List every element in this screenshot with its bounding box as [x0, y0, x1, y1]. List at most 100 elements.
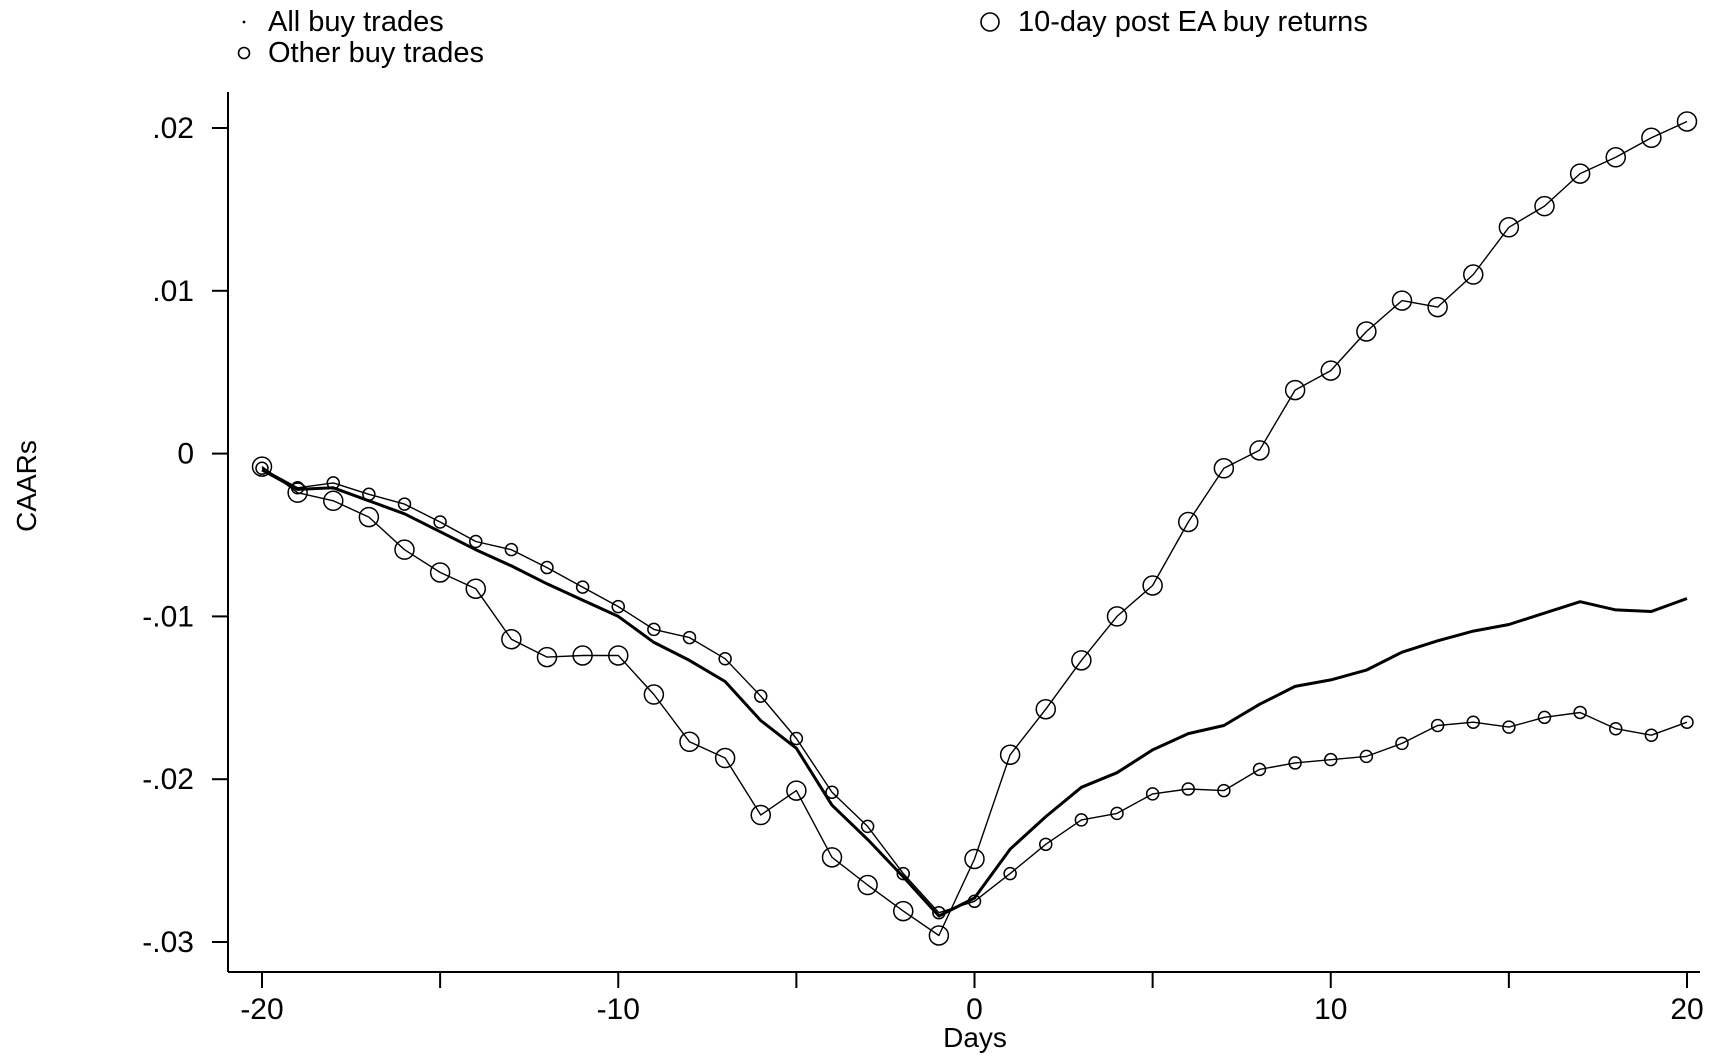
data-point	[1644, 728, 1659, 742]
data-point	[1181, 782, 1195, 796]
data-point	[999, 744, 1021, 766]
data-point	[251, 456, 273, 477]
data-point	[1039, 837, 1053, 852]
data-point	[932, 905, 946, 920]
axes: .02 .01 0 -.01 -.02 -.03 -20 -10 0 10 20 CAARs Da…	[11, 92, 1704, 1053]
data-point	[1430, 718, 1445, 733]
data-point	[1217, 783, 1231, 798]
legend-label: Other buy trades	[268, 37, 484, 69]
data-point	[786, 780, 807, 801]
data-point	[1106, 606, 1128, 627]
data-point	[1071, 650, 1092, 671]
y-tick-label: .02	[152, 112, 194, 145]
legend-item: All buy trades	[242, 6, 444, 38]
data-point	[682, 630, 697, 645]
data-point	[1569, 163, 1591, 184]
data-point	[1356, 321, 1377, 342]
data-point	[1498, 217, 1520, 238]
data-point	[1537, 710, 1552, 725]
y-tick-label: -.01	[142, 600, 194, 633]
data-point	[896, 866, 910, 881]
x-tick-label: 20	[1670, 993, 1703, 1026]
y-tick-label: .01	[152, 275, 194, 308]
series-line	[261, 468, 1688, 918]
x-axis-title: Days	[943, 1022, 1007, 1053]
data-point	[1680, 715, 1694, 729]
data-point	[1395, 736, 1409, 751]
data-point	[326, 476, 340, 490]
data-point	[1320, 360, 1341, 381]
data-point	[967, 894, 982, 909]
data-point	[1252, 762, 1267, 777]
data-point	[1463, 264, 1484, 285]
series-1	[261, 468, 1688, 918]
data-point	[1502, 720, 1516, 734]
series-3	[251, 111, 1698, 946]
data-point	[857, 874, 878, 896]
data-point	[750, 804, 771, 826]
data-point	[465, 578, 486, 599]
legend-marker	[237, 46, 251, 60]
data-point	[1609, 721, 1623, 736]
data-point	[358, 506, 380, 528]
data-point	[572, 645, 593, 666]
legend-label: All buy trades	[268, 6, 444, 38]
data-point	[429, 562, 451, 583]
data-point	[714, 747, 736, 769]
y-axis-title: CAARs	[11, 440, 42, 532]
data-point	[362, 487, 376, 502]
data-point	[679, 731, 700, 753]
data-point	[1003, 866, 1017, 881]
series-layer	[251, 111, 1698, 946]
data-point	[1178, 511, 1199, 533]
data-point	[1249, 440, 1270, 461]
data-point	[1284, 379, 1306, 401]
data-point	[611, 599, 625, 614]
y-ticks: .02 .01 0 -.01 -.02 -.03	[142, 112, 228, 959]
x-tick-label: -20	[240, 993, 283, 1026]
legend-marker	[242, 20, 246, 24]
data-point	[1288, 756, 1302, 770]
legend-item: 10-day post EA buy returns	[980, 6, 1368, 38]
data-point	[1676, 111, 1698, 132]
data-point	[433, 515, 447, 529]
series-line	[261, 120, 1688, 937]
data-point	[1110, 806, 1124, 821]
data-point	[1145, 787, 1160, 801]
data-point	[397, 497, 412, 511]
data-point	[1605, 147, 1626, 168]
data-point	[1534, 195, 1555, 217]
data-point	[287, 482, 308, 503]
data-point	[608, 645, 629, 666]
data-point	[893, 900, 914, 922]
data-point	[964, 848, 985, 870]
x-tick-label: 0	[966, 993, 983, 1026]
legend-marker	[980, 12, 1000, 32]
data-point	[575, 580, 590, 594]
data-point	[1074, 813, 1089, 827]
legend-label: 10-day post EA buy returns	[1018, 6, 1368, 38]
data-point	[1142, 575, 1163, 596]
data-point	[1466, 715, 1480, 729]
data-point	[647, 622, 661, 637]
data-point	[1324, 752, 1338, 767]
series-line	[261, 467, 1688, 914]
data-point	[1359, 749, 1374, 764]
data-point	[469, 534, 483, 549]
data-point	[1641, 127, 1662, 149]
data-point	[754, 689, 768, 703]
data-point	[1573, 705, 1587, 720]
data-point	[536, 646, 558, 668]
y-tick-label: -.02	[142, 763, 194, 796]
data-point	[825, 785, 839, 799]
data-point	[323, 490, 344, 512]
y-tick-label: 0	[177, 438, 194, 471]
x-tick-label: -10	[597, 993, 640, 1026]
series-2	[255, 461, 1694, 920]
data-point	[501, 628, 522, 650]
x-ticks: -20 -10 0 10 20	[240, 972, 1704, 1026]
data-point	[255, 461, 269, 476]
data-point	[928, 925, 950, 946]
data-point	[1035, 698, 1056, 720]
